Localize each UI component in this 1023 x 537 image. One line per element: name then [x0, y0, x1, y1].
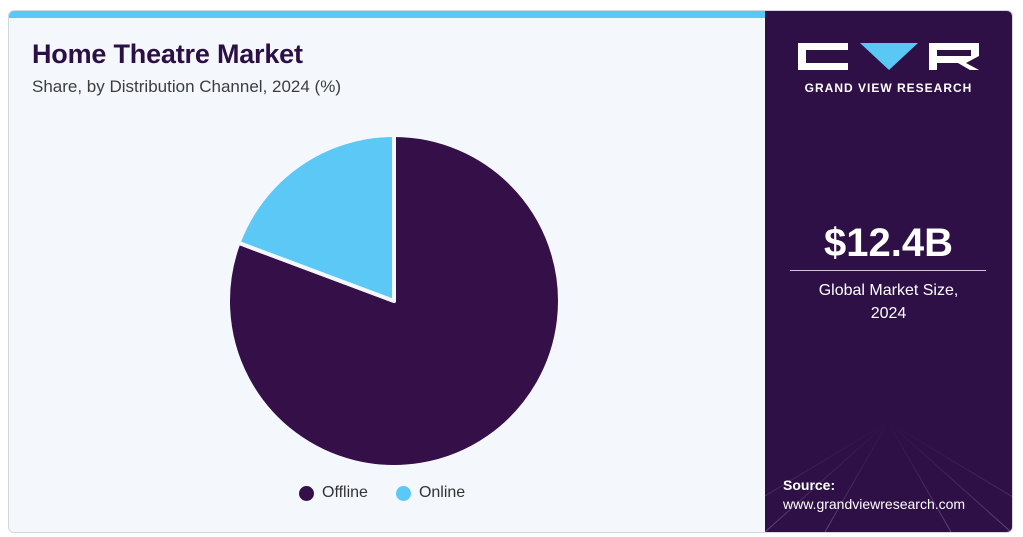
pie-slice-online: [236, 133, 396, 303]
chart-card: Home Theatre Market Share, by Distributi…: [8, 10, 1013, 533]
market-size-label: Global Market Size, 2024: [785, 279, 992, 325]
pie-chart: [226, 133, 562, 469]
chart-subtitle: Share, by Distribution Channel, 2024 (%): [32, 77, 341, 96]
legend-swatch-online: [395, 485, 411, 501]
legend-item-online: Online: [395, 484, 466, 502]
market-size-label-line2: 2024: [870, 305, 907, 322]
market-size-label-line1: Global Market Size,: [818, 282, 959, 299]
accent-bar: [9, 11, 765, 18]
legend: Offline Online: [299, 484, 465, 502]
chart-panel: Home Theatre Market Share, by Distributi…: [9, 11, 765, 532]
grid-decoration: [765, 421, 1012, 532]
info-sidebar: GRAND VIEW RESEARCH $12.4B Global Market…: [765, 11, 1012, 532]
legend-label-online: Online: [418, 484, 466, 501]
source-link[interactable]: www.grandviewresearch.com: [783, 496, 966, 512]
legend-item-offline: Offline: [299, 484, 368, 502]
chart-title: Home Theatre Market: [32, 39, 303, 69]
brand-name: GRAND VIEW RESEARCH: [804, 81, 973, 95]
brand-logo-icon: [798, 43, 979, 70]
market-size-value: $12.4B: [824, 221, 953, 265]
legend-label-offline: Offline: [322, 484, 368, 501]
divider: [790, 270, 986, 271]
legend-swatch-offline: [299, 485, 314, 501]
source-label: Source:: [783, 477, 836, 493]
